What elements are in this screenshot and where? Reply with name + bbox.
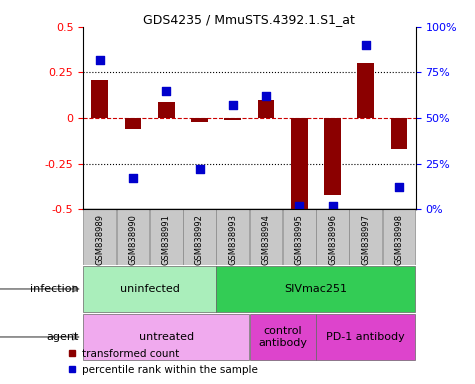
Bar <box>324 118 341 195</box>
Point <box>229 102 237 108</box>
Text: infection: infection <box>30 284 78 294</box>
Bar <box>390 118 407 149</box>
Text: GSM838990: GSM838990 <box>129 214 137 265</box>
Text: GSM838997: GSM838997 <box>361 214 370 265</box>
Text: GSM838995: GSM838995 <box>295 214 304 265</box>
Text: GSM838994: GSM838994 <box>262 214 270 265</box>
Bar <box>316 209 349 265</box>
Point <box>129 175 137 181</box>
Bar <box>249 314 316 360</box>
Bar <box>124 118 142 129</box>
Text: GSM838998: GSM838998 <box>395 214 403 265</box>
Point <box>196 166 203 172</box>
Text: PD-1 antibody: PD-1 antibody <box>326 332 405 342</box>
Bar <box>216 266 416 312</box>
Bar <box>150 209 183 265</box>
Point <box>262 93 270 99</box>
Legend: transformed count, percentile rank within the sample: transformed count, percentile rank withi… <box>62 345 262 379</box>
Point <box>96 57 104 63</box>
Text: GSM838993: GSM838993 <box>228 214 237 265</box>
Text: untreated: untreated <box>139 332 194 342</box>
Bar <box>257 100 275 118</box>
Text: agent: agent <box>46 332 78 342</box>
Text: GSM838991: GSM838991 <box>162 214 171 265</box>
Bar <box>83 314 249 360</box>
Text: SIVmac251: SIVmac251 <box>285 284 347 294</box>
Bar <box>83 266 216 312</box>
Bar <box>91 80 108 118</box>
Text: GSM838989: GSM838989 <box>95 214 104 265</box>
Bar <box>291 118 308 209</box>
Bar <box>357 63 374 118</box>
Text: GSM838992: GSM838992 <box>195 214 204 265</box>
Text: GSM838996: GSM838996 <box>328 214 337 265</box>
Point <box>362 42 370 48</box>
Bar <box>183 209 216 265</box>
Bar <box>158 102 175 118</box>
Bar <box>83 209 116 265</box>
Point <box>395 184 403 190</box>
Bar <box>249 209 283 265</box>
Bar <box>316 314 416 360</box>
Point <box>295 203 303 209</box>
Bar <box>216 209 249 265</box>
Text: uninfected: uninfected <box>120 284 180 294</box>
Text: control
antibody: control antibody <box>258 326 307 348</box>
Point <box>162 88 170 94</box>
Bar <box>283 209 316 265</box>
Bar <box>382 209 416 265</box>
Bar <box>224 118 241 120</box>
Bar <box>191 118 208 122</box>
Bar <box>116 209 150 265</box>
Title: GDS4235 / MmuSTS.4392.1.S1_at: GDS4235 / MmuSTS.4392.1.S1_at <box>143 13 355 26</box>
Point <box>329 203 336 209</box>
Bar <box>349 209 382 265</box>
